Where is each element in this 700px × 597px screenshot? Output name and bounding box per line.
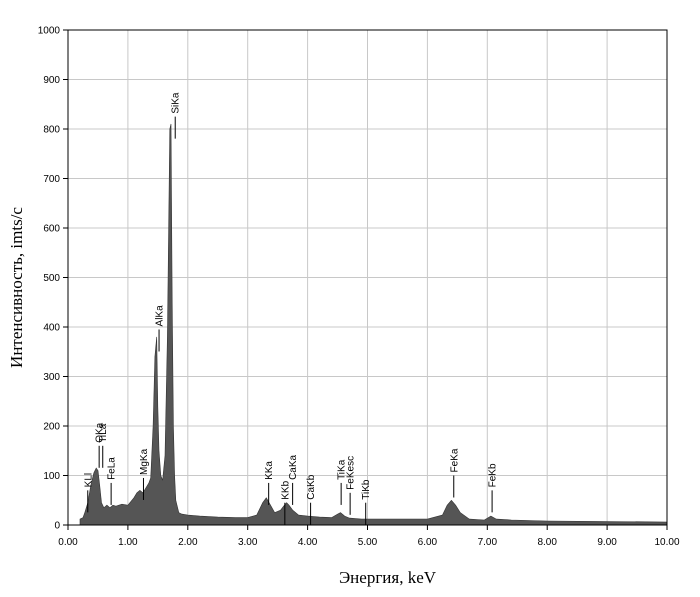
y-tick-label: 900 bbox=[43, 75, 60, 86]
y-tick-label: 1000 bbox=[38, 26, 61, 37]
y-tick-label: 0 bbox=[54, 521, 60, 532]
peak-label: FeKb bbox=[488, 463, 499, 487]
y-tick-label: 500 bbox=[43, 273, 60, 284]
peak-label: SiKa bbox=[171, 92, 182, 114]
y-axis-title: Интенсивность, imts/c bbox=[7, 207, 26, 368]
y-tick-label: 400 bbox=[43, 323, 60, 334]
y-tick-label: 600 bbox=[43, 224, 60, 235]
x-tick-label: 0.00 bbox=[58, 537, 78, 548]
x-tick-label: 7.00 bbox=[478, 537, 498, 548]
x-tick-label: 5.00 bbox=[358, 537, 378, 548]
x-tick-label: 4.00 bbox=[298, 537, 318, 548]
x-tick-label: 10.00 bbox=[654, 537, 679, 548]
peak-label: KKb bbox=[280, 480, 291, 499]
peak-label: FeKa bbox=[449, 448, 460, 472]
x-tick-label: 9.00 bbox=[597, 537, 617, 548]
x-axis-title: Энергия, keV bbox=[339, 568, 437, 587]
peak-label: FeLa bbox=[107, 457, 118, 480]
x-tick-label: 6.00 bbox=[418, 537, 438, 548]
peak-label: CaKb bbox=[306, 474, 317, 499]
peak-label: AlKa bbox=[155, 305, 166, 327]
spectrum-area bbox=[79, 123, 668, 526]
x-tick-label: 3.00 bbox=[238, 537, 258, 548]
y-tick-label: 100 bbox=[43, 471, 60, 482]
peak-label: OKa bbox=[95, 422, 106, 442]
y-tick-label: 800 bbox=[43, 125, 60, 136]
peak-label: TiKb bbox=[361, 479, 372, 500]
y-tick-label: 300 bbox=[43, 372, 60, 383]
peak-label: TiKa bbox=[337, 459, 348, 480]
x-tick-label: 8.00 bbox=[537, 537, 557, 548]
y-tick-label: 200 bbox=[43, 422, 60, 433]
x-tick-label: 1.00 bbox=[118, 537, 138, 548]
peak-label: CaKa bbox=[288, 454, 299, 479]
y-tick-label: 700 bbox=[43, 174, 60, 185]
peak-label: FeKesc bbox=[346, 456, 357, 490]
peak-label: KKa bbox=[264, 461, 275, 480]
peak-label: KLl bbox=[83, 473, 94, 487]
x-tick-label: 2.00 bbox=[178, 537, 198, 548]
peak-label: MgKa bbox=[139, 448, 150, 475]
peak-label: TiLa bbox=[98, 423, 109, 443]
